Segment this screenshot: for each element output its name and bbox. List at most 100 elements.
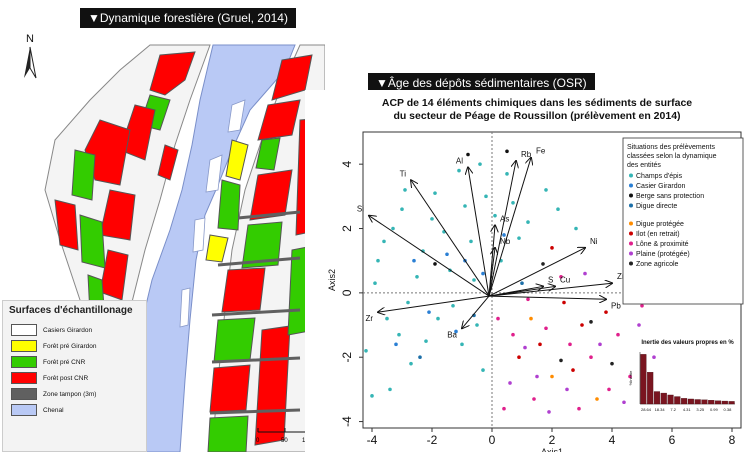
inset-bar [687, 398, 694, 405]
inset-bar [667, 394, 674, 405]
data-point [394, 342, 398, 347]
x-axis-label: Axis1 [541, 447, 563, 452]
chart-subtitle: du secteur de Péage de Roussillon (prélè… [393, 110, 680, 122]
data-point [409, 361, 413, 366]
loading-label: Ni [590, 237, 598, 246]
map-legend-item: Forêt pré Girardon [11, 338, 146, 354]
y-tick-label: 2 [340, 225, 354, 232]
data-point [511, 200, 515, 205]
data-point [373, 281, 377, 286]
map-legend-swatch [11, 372, 37, 384]
data-point [382, 239, 386, 244]
data-point [505, 149, 509, 154]
data-point [550, 246, 554, 250]
chart-legend-label: Ilot (en retrait) [636, 231, 680, 238]
y-tick-label: -4 [340, 416, 354, 427]
data-point [502, 406, 506, 411]
map-legend-item: Forêt pré CNR [11, 354, 146, 370]
data-point [412, 258, 416, 263]
chart-legend-marker [629, 261, 633, 266]
chart-legend-marker [629, 203, 633, 208]
data-point [475, 323, 479, 327]
loading-label: S [548, 275, 553, 284]
data-point [616, 332, 620, 337]
chart-legend-marker [629, 173, 633, 178]
scale-label-0: 0 [256, 438, 260, 444]
chart-legend-box [622, 137, 744, 305]
data-point [484, 194, 488, 199]
inset-bar [681, 398, 688, 405]
loading-arrow [468, 167, 490, 297]
inset-bar [714, 400, 722, 405]
data-point [466, 152, 470, 157]
chart-legend-label: Casier Girardon [636, 183, 686, 190]
loading-arrow [462, 295, 490, 328]
x-tick-label: 8 [729, 433, 736, 447]
loading-arrow [488, 286, 555, 297]
data-point [511, 332, 515, 337]
y-tick-label: -2 [340, 352, 354, 363]
map-legend-item: Zone tampon (3m) [11, 386, 146, 402]
map-legend-item: Casiers Girardon [11, 322, 146, 338]
data-point [568, 342, 572, 347]
data-point [481, 271, 485, 276]
map-legend-item: Forêt post CNR [11, 370, 146, 386]
data-point [544, 326, 548, 331]
loading-label: Fe [536, 147, 546, 156]
inset-bar [660, 392, 667, 405]
loading-arrow [369, 216, 490, 297]
river-islands [179, 99, 246, 328]
data-point [559, 274, 563, 279]
loading-label: Si [357, 205, 364, 214]
inset-bar [701, 399, 708, 405]
pca-chart: ACP de 14 éléments chimiques dans les sé… [305, 90, 750, 452]
inset-tick-label: 4.31 [683, 407, 692, 412]
loading-label: Rb [521, 150, 532, 159]
data-point [418, 355, 422, 360]
chart-legend-marker [629, 251, 633, 256]
data-point [583, 271, 587, 276]
inset-tick-label: 28.64 [641, 407, 652, 412]
data-point [496, 316, 500, 321]
inset-bar [640, 354, 647, 405]
data-point [400, 207, 404, 212]
x-tick-label: 4 [609, 433, 616, 447]
loading-arrow [411, 180, 490, 297]
chart-legend-title-line: Situations des prélèvements [627, 144, 715, 151]
data-point [574, 226, 578, 231]
data-point [406, 300, 410, 305]
data-point [364, 348, 368, 353]
data-point [562, 300, 566, 305]
data-point [637, 323, 641, 327]
y-axis-label: Axis2 [327, 269, 337, 291]
map-legend: Surfaces d'échantillonage Casiers Girard… [2, 300, 147, 452]
data-point [520, 281, 524, 286]
x-tick-label: 0 [489, 433, 496, 447]
y-tick-label: 4 [340, 161, 354, 168]
chart-legend-marker [629, 183, 633, 188]
inset-bar [674, 396, 681, 405]
map-legend-label: Zone tampon (3m) [43, 390, 97, 398]
loading-label: Cu [560, 275, 570, 284]
data-point [595, 397, 599, 401]
data-point [598, 342, 602, 347]
map-legend-label: Casiers Girardon [43, 326, 93, 334]
chart-legend-title-line: classées selon la dynamique [627, 153, 717, 160]
data-point [526, 297, 530, 302]
x-tick-label: 6 [669, 433, 676, 447]
data-point [577, 406, 581, 411]
data-point [529, 316, 533, 321]
chart-legend-marker [629, 193, 633, 198]
data-point [640, 303, 644, 308]
chart-legend-label: Champs d'épis [636, 173, 683, 180]
map-legend-swatch [11, 356, 37, 368]
forest-dynamics-map: N [24, 33, 325, 452]
data-point [430, 217, 434, 221]
data-point [604, 310, 608, 314]
data-point [433, 191, 437, 195]
chart-legend-marker [629, 241, 633, 246]
data-point [607, 387, 611, 392]
data-point [538, 342, 542, 347]
x-tick-label: -4 [367, 433, 378, 447]
data-point [652, 355, 656, 360]
